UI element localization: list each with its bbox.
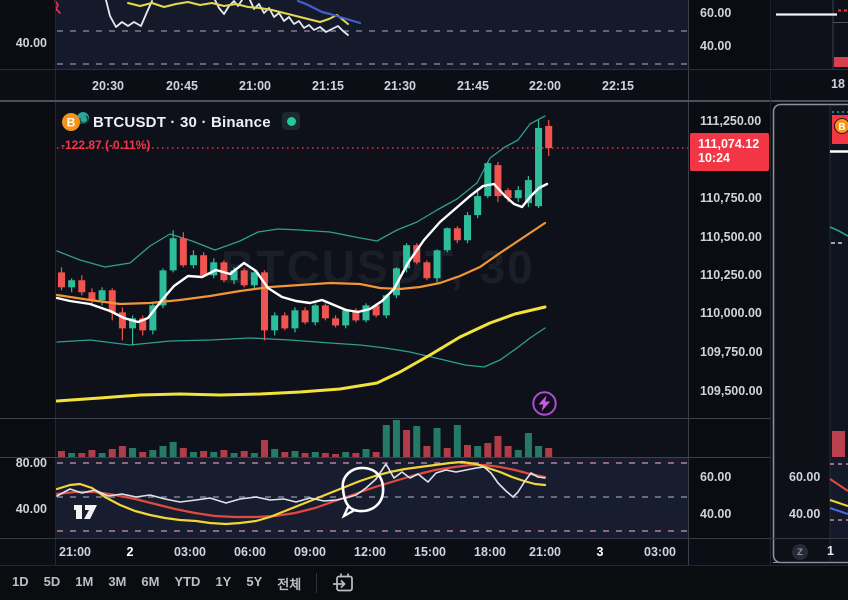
window-splitter[interactable] xyxy=(0,100,848,102)
svg-text:BTCUSDT, 30: BTCUSDT, 30 xyxy=(221,241,534,293)
indicator-pane-separator[interactable] xyxy=(0,457,770,458)
date-range-toolbar: 1D 5D 1M 3M 6M YTD 1Y 5Y 전체 xyxy=(0,565,848,600)
tradingview-logo-icon[interactable] xyxy=(66,497,106,525)
right-window-border xyxy=(772,103,848,564)
time-axis[interactable] xyxy=(0,539,770,565)
range-button-1m[interactable]: 1M xyxy=(75,573,94,589)
lightning-button[interactable] xyxy=(531,390,558,417)
symbol-logo: B xyxy=(62,112,89,131)
last-price-value: 111,074.12 xyxy=(698,137,760,151)
right-window-indicator-bg xyxy=(830,458,848,538)
windows-divider[interactable] xyxy=(770,0,771,565)
range-button-1d[interactable]: 1D xyxy=(12,573,29,589)
last-price-box[interactable]: 111,074.12 10:24 xyxy=(690,133,769,171)
countdown-timer: 10:24 xyxy=(698,151,730,165)
z-badge[interactable]: Z xyxy=(792,544,808,560)
bitcoin-icon xyxy=(834,118,848,134)
right-scale-border xyxy=(688,0,689,565)
svg-text:B: B xyxy=(67,116,76,130)
upper-indicator-pane-bg[interactable] xyxy=(55,0,688,69)
time-axis-border xyxy=(0,538,848,539)
range-button-6m[interactable]: 6M xyxy=(141,573,160,589)
range-button-ytd[interactable]: YTD xyxy=(174,573,201,589)
go-to-date-icon[interactable] xyxy=(332,571,356,595)
range-button-전체[interactable]: 전체 xyxy=(277,576,302,592)
toolbar-divider xyxy=(316,573,318,593)
market-status-dot xyxy=(286,116,296,126)
range-button-5y[interactable]: 5Y xyxy=(246,573,263,589)
symbol-title[interactable]: BTCUSDT · 30 · Binance xyxy=(93,114,271,131)
right-window-decor: B xyxy=(772,0,848,564)
right-window-bottom-border xyxy=(773,562,848,563)
left-scale-border xyxy=(55,0,56,565)
range-button-3m[interactable]: 3M xyxy=(108,573,127,589)
market-status-button[interactable] xyxy=(282,112,300,130)
range-button-1y[interactable]: 1Y xyxy=(215,573,232,589)
lightning-icon xyxy=(538,395,551,412)
right-window-time-label: 1 xyxy=(827,544,834,558)
bitcoin-icon xyxy=(62,113,80,131)
right-window-volume-bar xyxy=(832,431,845,457)
upper-pane-separator xyxy=(0,69,848,70)
upper-time-axis[interactable] xyxy=(0,70,848,101)
svg-text:B: B xyxy=(838,122,845,133)
range-button-5d[interactable]: 5D xyxy=(43,573,61,589)
volume-pane-separator[interactable] xyxy=(0,418,770,419)
price-change: -122.87 (-0.11%) xyxy=(61,138,151,152)
